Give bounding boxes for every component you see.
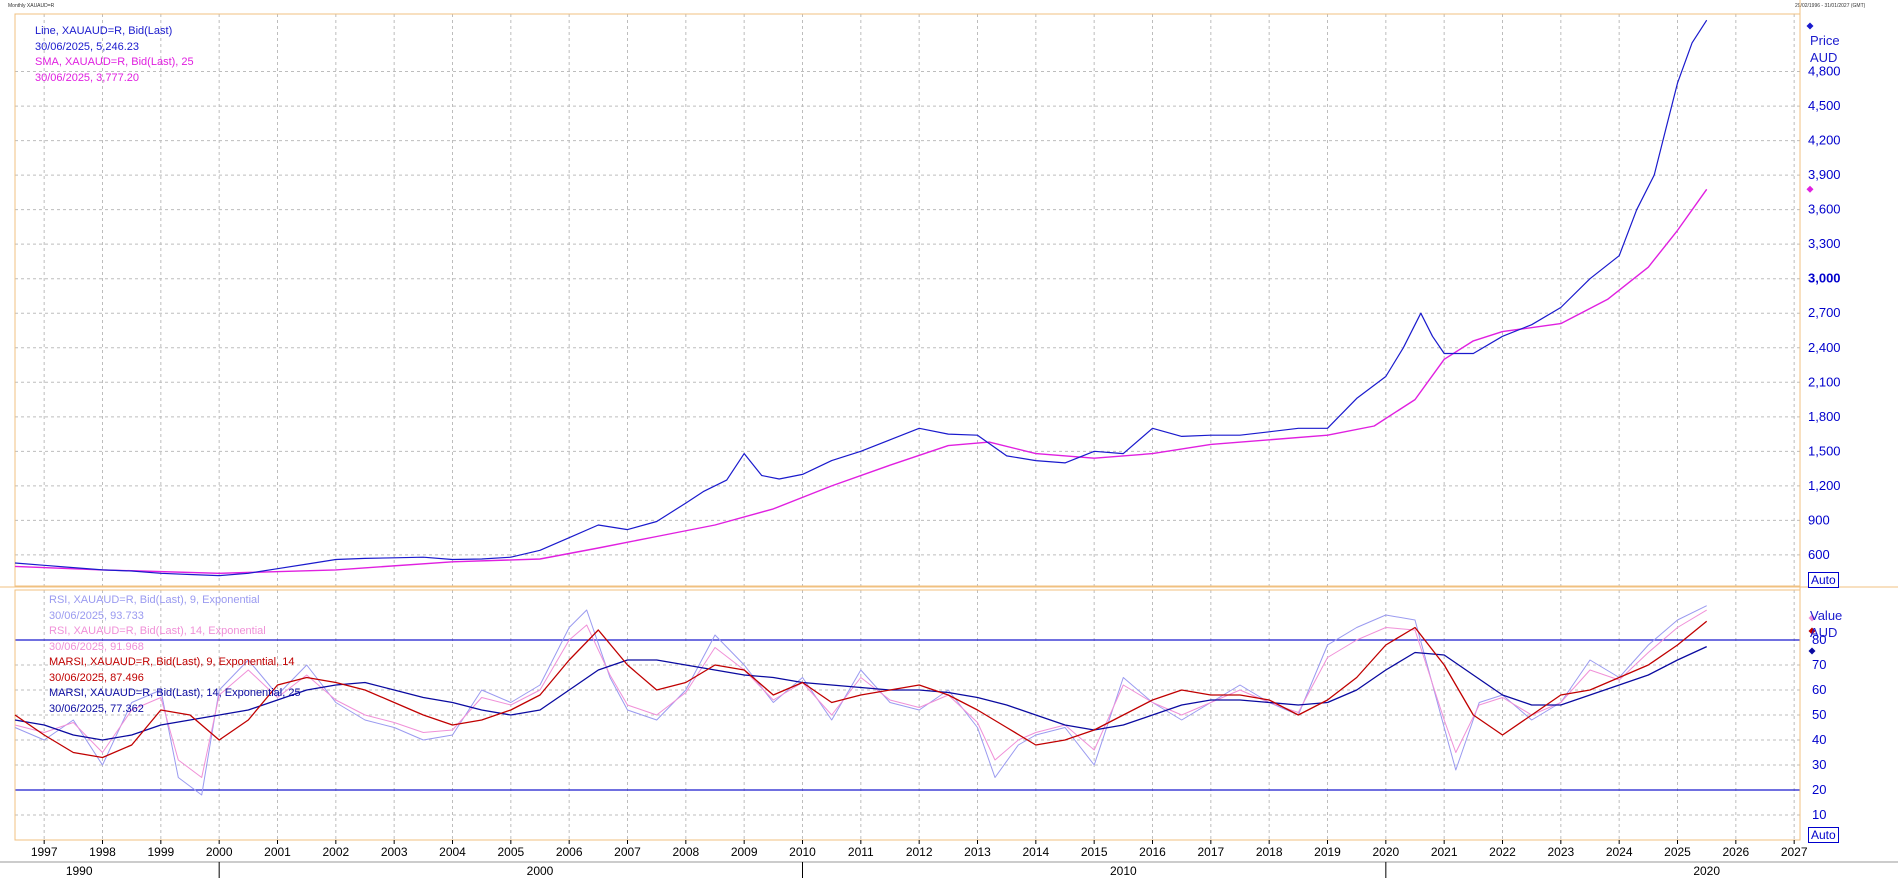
year-tick-label: 2018 — [1256, 845, 1283, 859]
sma-last-marker — [1806, 185, 1814, 193]
chart-header-right: 29/02/1996 - 31/01/2027 (GMT) — [1795, 3, 1866, 9]
legend-line-rsi9: RSI, XAUAUD=R, Bid(Last), 9, Exponential — [49, 594, 260, 606]
year-tick-label: 2027 — [1781, 845, 1808, 859]
value-axis-title: Value AUD — [1810, 607, 1842, 641]
price-axis-title-line2: AUD — [1810, 50, 1838, 65]
price-tick-label: 600 — [1808, 547, 1830, 562]
year-tick-label: 2025 — [1664, 845, 1691, 859]
price-tick-label: 2,100 — [1808, 374, 1841, 389]
year-tick-label: 2024 — [1606, 845, 1633, 859]
year-tick-label: 2021 — [1431, 845, 1458, 859]
legend-line-sma: SMA, XAUAUD=R, Bid(Last), 25 — [35, 56, 194, 68]
year-tick-label: 2015 — [1081, 845, 1108, 859]
legend-line-rsi9-value: 30/06/2025, 93.733 — [49, 609, 144, 622]
year-tick-label: 2023 — [1547, 845, 1574, 859]
legend-line-rsi14-value: 30/06/2025, 91.968 — [49, 640, 144, 653]
sma-line — [14, 188, 1708, 574]
price-tick-label: 2,700 — [1808, 305, 1841, 320]
marsi9-line — [14, 620, 1708, 759]
price-tick-label: 4,800 — [1808, 64, 1841, 79]
marsi14-line — [14, 646, 1707, 741]
legend-line-marsi9-value: 30/06/2025, 87.496 — [49, 671, 144, 684]
year-tick-label: 2006 — [556, 845, 583, 859]
legend-line-price: Line, XAUAUD=R, Bid(Last) — [35, 25, 173, 37]
year-tick-label: 2026 — [1722, 845, 1749, 859]
price-tick-label: 1,200 — [1808, 478, 1841, 493]
legend-line-marsi9: MARSI, XAUAUD=R, Bid(Last), 9, Exponenti… — [49, 656, 295, 668]
legend-line-rsi14: RSI, XAUAUD=R, Bid(Last), 14, Exponentia… — [49, 625, 266, 637]
price-pane-border — [14, 13, 1801, 587]
year-tick-label: 2017 — [1197, 845, 1224, 859]
price-tick-label: 4,200 — [1808, 133, 1841, 148]
value-tick-label: 80 — [1812, 632, 1826, 647]
year-tick-label: 2022 — [1489, 845, 1516, 859]
year-tick-label: 2009 — [731, 845, 758, 859]
marsi9-last-marker — [1808, 627, 1816, 635]
price-tick-label: 3,600 — [1808, 202, 1841, 217]
decade-label: 2010 — [1110, 864, 1137, 878]
price-tick-label: 1,800 — [1808, 409, 1841, 424]
year-tick-label: 2016 — [1139, 845, 1166, 859]
value-tick-label: 20 — [1812, 782, 1826, 797]
price-last-marker — [1806, 22, 1814, 30]
price-tick-label: 1,500 — [1808, 443, 1841, 458]
rsi-legend: RSI, XAUAUD=R, Bid(Last), 9, Exponential… — [49, 593, 301, 717]
marsi14-last-marker — [1808, 647, 1816, 655]
price-axis-title-line1: Price — [1810, 33, 1840, 48]
year-tick-label: 2012 — [906, 845, 933, 859]
price-axis-title: Price AUD — [1810, 32, 1840, 66]
value-tick-label: 70 — [1812, 657, 1826, 672]
year-tick-label: 2004 — [439, 845, 466, 859]
year-tick-label: 2014 — [1022, 845, 1049, 859]
chart-header-left: Monthly XAUAUD=R — [8, 3, 55, 9]
year-tick-label: 2007 — [614, 845, 641, 859]
price-tick-label: 3,900 — [1808, 167, 1841, 182]
year-tick-label: 2011 — [848, 845, 874, 859]
year-tick-label: 1998 — [89, 845, 116, 859]
price-line — [14, 19, 1708, 577]
value-axis-title-line2: AUD — [1810, 625, 1838, 640]
year-tick-label: 2010 — [789, 845, 816, 859]
price-tick-label: 3,000 — [1808, 271, 1841, 286]
price-tick-label: 2,400 — [1808, 340, 1841, 355]
grid-lines — [15, 14, 1800, 840]
legend-line-price-value: 30/06/2025, 5,246.23 — [35, 40, 139, 53]
year-tick-label: 2000 — [206, 845, 233, 859]
price-auto-scale-button[interactable]: Auto — [1808, 572, 1839, 588]
value-tick-label: 50 — [1812, 707, 1826, 722]
price-tick-label: 4,500 — [1808, 98, 1841, 113]
rsi14-line — [14, 609, 1707, 778]
data-series — [14, 19, 1708, 796]
year-tick-label: 2008 — [672, 845, 699, 859]
rsi9-line — [14, 605, 1707, 796]
legend-line-marsi14: MARSI, XAUAUD=R, Bid(Last), 14, Exponent… — [49, 687, 301, 699]
legend-line-sma-value: 30/06/2025, 3,777.20 — [35, 71, 139, 84]
value-auto-scale-button[interactable]: Auto — [1808, 827, 1839, 843]
value-tick-label: 60 — [1812, 682, 1826, 697]
price-tick-label: 900 — [1808, 512, 1830, 527]
price-tick-label: 3,300 — [1808, 236, 1841, 251]
year-tick-label: 2002 — [322, 845, 349, 859]
value-tick-label: 10 — [1812, 807, 1826, 822]
year-tick-label: 1999 — [147, 845, 174, 859]
year-tick-label: 2003 — [381, 845, 408, 859]
legend-line-marsi14-value: 30/06/2025, 77.362 — [49, 702, 144, 715]
rsi-last-marker — [1808, 614, 1816, 622]
year-tick-label: 2019 — [1314, 845, 1341, 859]
decade-label: 2000 — [527, 864, 554, 878]
year-tick-label: 1997 — [31, 845, 58, 859]
price-legend: Line, XAUAUD=R, Bid(Last) 30/06/2025, 5,… — [35, 24, 194, 86]
decade-label: 1990 — [66, 864, 93, 878]
axis-labels: 600 900 1,200 1,500 1,800 2,100 2,400 2,700 3,00… — [31, 22, 1841, 878]
year-tick-label: 2020 — [1372, 845, 1399, 859]
value-tick-label: 30 — [1812, 757, 1826, 772]
value-axis-title-line1: Value — [1810, 608, 1843, 623]
year-tick-label: 2001 — [264, 845, 291, 859]
year-tick-label: 2013 — [964, 845, 991, 859]
year-tick-label: 2005 — [497, 845, 524, 859]
value-tick-label: 40 — [1812, 732, 1826, 747]
decade-label: 2020 — [1693, 864, 1720, 878]
